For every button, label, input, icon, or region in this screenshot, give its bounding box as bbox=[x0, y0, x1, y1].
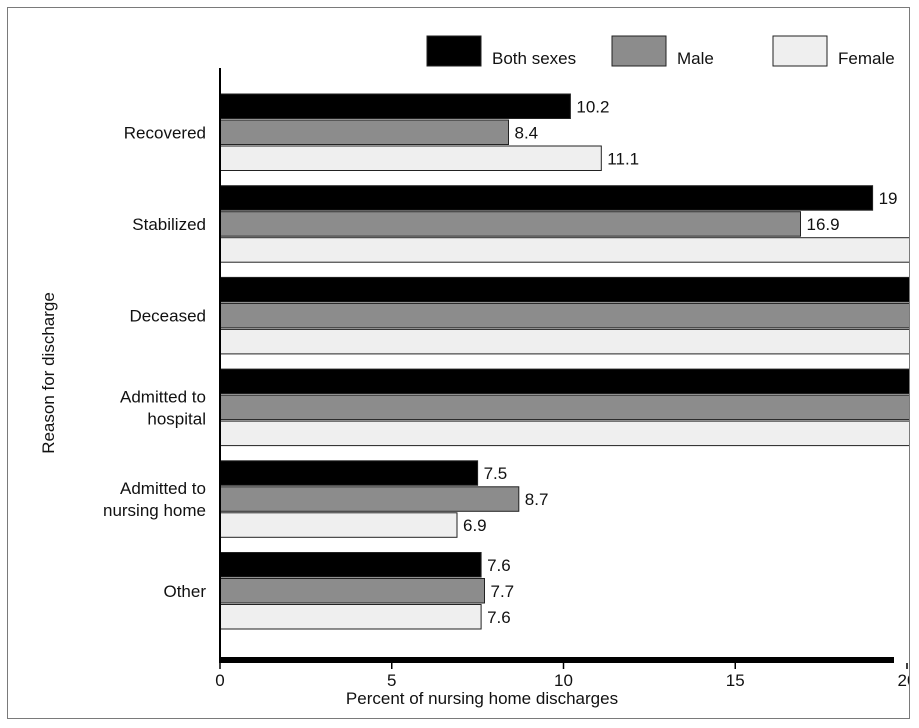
axes bbox=[219, 68, 894, 663]
category-labels: Recovered Stabilized Deceased Admitted to ho… bbox=[103, 123, 206, 601]
bar-value-label: 19 bbox=[879, 189, 898, 208]
bar-male bbox=[219, 486, 520, 512]
x-axis-line bbox=[219, 657, 894, 663]
bar-value-label: 7.7 bbox=[491, 582, 515, 601]
x-tick-label: 5 bbox=[387, 671, 396, 690]
x-axis-label: Percent of nursing home discharges bbox=[346, 689, 618, 708]
bar-female bbox=[219, 328, 919, 355]
bar-chart: Both sexes Male Female 10.2 8.4 11.1 19 16.9 20… bbox=[39, 35, 919, 708]
category-label: Recovered bbox=[124, 123, 206, 142]
legend: Both sexes Male Female bbox=[426, 35, 895, 68]
category-label: Deceased bbox=[129, 307, 206, 326]
bar-both-sexes bbox=[219, 276, 919, 303]
bar-value-label: 8.7 bbox=[525, 490, 549, 509]
bar-value-label: 16.9 bbox=[807, 215, 840, 234]
bar-value-label: 11.1 bbox=[607, 149, 639, 168]
x-tick-label: 15 bbox=[726, 671, 745, 690]
category-label: Admitted to hospital bbox=[120, 387, 206, 428]
legend-swatch-male bbox=[611, 35, 667, 67]
bar-both-sexes bbox=[219, 460, 479, 486]
bar-male bbox=[219, 302, 919, 329]
category-label: Other bbox=[163, 582, 206, 601]
bar-female bbox=[219, 237, 915, 263]
x-tick-label: 0 bbox=[215, 671, 224, 690]
y-axis-label: Reason for discharge bbox=[39, 292, 58, 454]
bar-female bbox=[219, 420, 919, 447]
x-ticks: 05101520253035 bbox=[215, 663, 916, 690]
bar-female bbox=[219, 145, 602, 171]
bar-both-sexes bbox=[219, 552, 482, 578]
bar-value-label: 7.6 bbox=[487, 556, 511, 575]
bar-value-label: 8.4 bbox=[515, 123, 539, 142]
bar-value-label: 7.5 bbox=[484, 464, 508, 483]
legend-label: Male bbox=[677, 49, 714, 68]
bar-male bbox=[219, 119, 509, 145]
bar-male bbox=[219, 578, 485, 604]
bar-both-sexes bbox=[219, 185, 874, 211]
legend-swatch-both-sexes bbox=[426, 35, 482, 67]
bar-male bbox=[219, 211, 801, 237]
bar-value-label: 6.9 bbox=[463, 516, 487, 535]
legend-swatch-female bbox=[772, 35, 828, 67]
data-labels: 10.28.411.11916.920.227.128.326.428.329.… bbox=[463, 97, 898, 627]
bar-female bbox=[219, 604, 482, 630]
legend-label: Female bbox=[838, 49, 895, 68]
bar-both-sexes bbox=[219, 93, 571, 119]
bar-both-sexes bbox=[219, 368, 919, 395]
legend-label: Both sexes bbox=[492, 49, 576, 68]
bar-female bbox=[219, 512, 458, 538]
bar-value-label: 10.2 bbox=[576, 97, 609, 116]
x-tick-label: 10 bbox=[554, 671, 573, 690]
x-tick-label: 20 bbox=[898, 671, 909, 690]
bar-male bbox=[219, 394, 919, 421]
chart-frame: Both sexes Male Female 10.2 8.4 11.1 19 16.9 20… bbox=[7, 7, 919, 719]
bars bbox=[219, 93, 919, 630]
bar-value-label: 7.6 bbox=[487, 608, 511, 627]
category-label: Admitted to nursing home bbox=[103, 479, 206, 520]
category-label: Stabilized bbox=[132, 215, 206, 234]
